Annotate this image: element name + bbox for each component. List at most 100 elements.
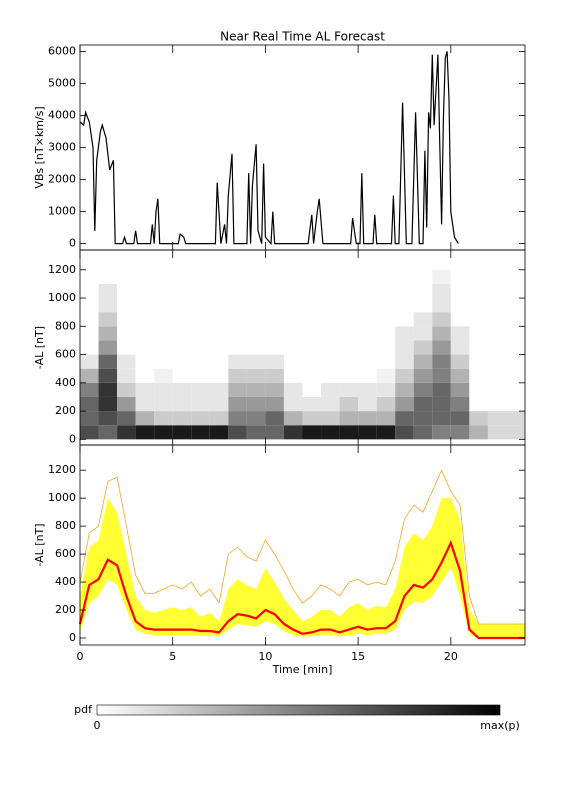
density-cell <box>172 298 192 313</box>
density-cell <box>80 340 99 355</box>
density-cell <box>302 312 322 327</box>
density-cell <box>228 326 247 341</box>
density-cell <box>432 283 451 299</box>
density-cell <box>98 411 118 426</box>
plot-frame <box>79 444 526 646</box>
density-cell <box>376 411 396 426</box>
density-cell <box>154 411 173 426</box>
density-cell <box>321 396 340 412</box>
density-cell <box>506 396 525 412</box>
density-cell <box>98 368 118 383</box>
density-cell <box>432 326 451 341</box>
density-cell <box>358 411 377 426</box>
density-cell <box>191 269 210 284</box>
density-cell <box>172 312 192 327</box>
density-cell <box>80 312 99 327</box>
density-cell <box>172 354 192 369</box>
density-cell <box>98 283 118 299</box>
density-cell <box>98 354 118 369</box>
density-cell <box>395 382 414 397</box>
colorbar-max: max(p) <box>480 719 520 732</box>
y-axis-label: -AL [nT] <box>33 523 46 566</box>
density-cell <box>209 368 229 383</box>
density-cell <box>321 283 340 299</box>
density-cell <box>265 368 284 383</box>
density-cell <box>506 368 525 383</box>
density-cell <box>339 396 359 412</box>
density-cell <box>413 269 433 284</box>
density-cell <box>395 411 414 426</box>
colorbar-min: 0 <box>94 719 101 732</box>
density-cell <box>191 283 210 299</box>
density-cell <box>154 340 173 355</box>
density-cell <box>135 425 155 440</box>
density-cell <box>506 326 525 341</box>
density-cell <box>358 382 377 397</box>
y-tick-label: 0 <box>69 432 76 445</box>
density-cell <box>98 340 118 355</box>
density-cell <box>469 354 488 369</box>
density-cell <box>283 396 303 412</box>
density-cell <box>265 354 284 369</box>
density-cell <box>413 396 433 412</box>
density-cell <box>450 354 470 369</box>
density-cell <box>413 326 433 341</box>
density-cell <box>154 382 173 397</box>
density-cell <box>302 354 322 369</box>
density-cell <box>358 312 377 327</box>
density-cell <box>228 354 247 369</box>
y-axis-label: VBs [nT×km/s] <box>33 106 46 188</box>
density-cell <box>172 425 192 440</box>
density-cell <box>228 425 247 440</box>
density-cell <box>469 425 488 440</box>
density-cell <box>228 396 247 412</box>
density-cell <box>209 298 229 313</box>
density-cell <box>376 269 396 284</box>
density-cell <box>265 312 284 327</box>
density-cell <box>339 283 359 299</box>
median-line <box>78 539 525 640</box>
density-cell <box>450 425 470 440</box>
density-cell <box>265 283 284 299</box>
density-cell <box>321 368 340 383</box>
density-cell <box>80 382 99 397</box>
density-cell <box>191 340 210 355</box>
density-cell <box>339 368 359 383</box>
density-cell <box>376 368 396 383</box>
density-cell <box>154 312 173 327</box>
density-cell <box>228 411 247 426</box>
density-cell <box>246 312 266 327</box>
density-cell <box>432 396 451 412</box>
density-cell <box>339 298 359 313</box>
y-tick-label: 1200 <box>48 463 76 476</box>
density-cell <box>209 340 229 355</box>
density-cell <box>487 326 507 341</box>
density-cell <box>506 298 525 313</box>
density-cell <box>209 326 229 341</box>
density-cell <box>265 340 284 355</box>
density-cell <box>98 382 118 397</box>
density-cell <box>228 340 247 355</box>
density-cell <box>432 368 451 383</box>
density-cell <box>321 425 340 440</box>
density-cell <box>469 312 488 327</box>
density-cell <box>450 340 470 355</box>
density-cell <box>469 396 488 412</box>
density-cell <box>265 269 284 284</box>
density-cell <box>413 312 433 327</box>
y-tick-label: 3000 <box>48 141 76 154</box>
density-cell <box>339 269 359 284</box>
density-cell <box>339 411 359 426</box>
density-cell <box>228 368 247 383</box>
density-cell <box>302 340 322 355</box>
density-cell <box>321 312 340 327</box>
density-cell <box>283 425 303 440</box>
density-cell <box>432 354 451 369</box>
density-cell <box>450 283 470 299</box>
density-cell <box>376 354 396 369</box>
density-cell <box>80 368 99 383</box>
density-cell <box>321 326 340 341</box>
density-cell <box>80 326 99 341</box>
plot-frame <box>79 44 526 251</box>
density-cell <box>413 354 433 369</box>
